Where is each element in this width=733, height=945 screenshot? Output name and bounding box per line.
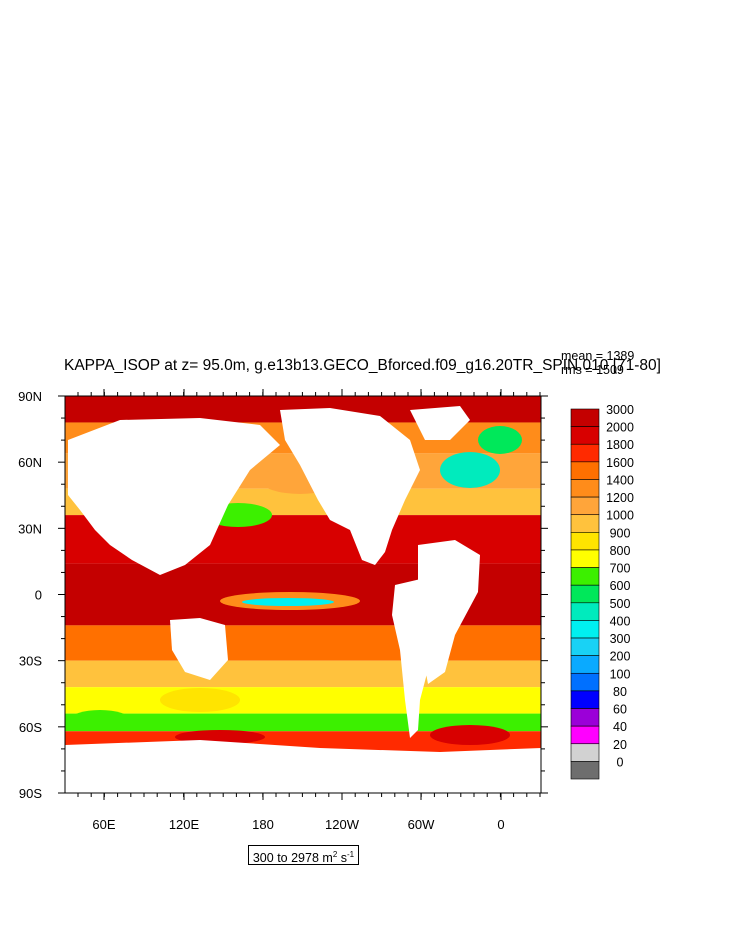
colorbar-label: 900 — [610, 526, 631, 540]
y-tick-label: 30S — [19, 654, 42, 669]
greenland-sea-low — [478, 426, 522, 454]
land-greenland — [410, 406, 470, 440]
colorbar-label: 700 — [610, 562, 631, 576]
colorbar-label: 600 — [610, 579, 631, 593]
land-australia — [170, 618, 228, 680]
colorbar-swatch — [570, 655, 600, 674]
y-tick-label: 90N — [18, 389, 42, 404]
colorbar-swatch — [570, 426, 600, 445]
colorbar-label: 80 — [613, 685, 627, 699]
colorbar-swatch — [570, 567, 600, 586]
colorbar-swatch — [570, 602, 600, 621]
colorbar-swatch — [570, 479, 600, 498]
colorbar-label: 300 — [610, 632, 631, 646]
colorbar-swatch — [570, 514, 600, 533]
y-tick-label: 30N — [18, 521, 42, 536]
land-north-america — [280, 408, 420, 565]
colorbar-swatch — [570, 532, 600, 551]
colorbar-swatch — [570, 743, 600, 762]
band-south-mid — [65, 687, 541, 714]
colorbar-swatch — [570, 443, 600, 463]
x-tick-label: 0 — [497, 817, 504, 832]
colorbar-label: 500 — [610, 597, 631, 611]
x-tick-label: 60E — [92, 817, 115, 832]
colorbar-swatch — [570, 496, 600, 516]
colorbar-label: 200 — [610, 650, 631, 664]
band-southern-ocean — [65, 713, 541, 732]
colorbar-label: 2000 — [606, 421, 634, 435]
y-tick-label: 90S — [19, 786, 42, 801]
rms-label: rms = 1509 — [561, 363, 624, 377]
colorbar-swatch — [570, 725, 600, 745]
colorbar-label: 20 — [613, 738, 627, 752]
colorbar-labels: 3000200018001600140012001000900800700600… — [606, 403, 634, 769]
y-axis-labels: 90N 60N 30N 0 30S 60S 90S — [18, 389, 42, 801]
weddell-red — [430, 725, 510, 745]
band-south-sub — [65, 660, 541, 688]
colorbar-swatch — [570, 549, 600, 568]
colorbar-label: 0 — [617, 755, 624, 769]
colorbar-label: 60 — [613, 703, 627, 717]
colorbar-swatch — [570, 584, 600, 604]
colorbar-label: 1600 — [606, 456, 634, 470]
mean-label: mean = 1389 — [561, 349, 635, 363]
south-indian-green — [70, 710, 130, 730]
y-tick-label: 60S — [19, 720, 42, 735]
colorbar-swatch — [570, 461, 600, 480]
colorbar-label: 800 — [610, 544, 631, 558]
x-tick-label: 60W — [408, 817, 435, 832]
y-tick-label: 60N — [18, 455, 42, 470]
colorbar-swatch — [570, 690, 600, 709]
colorbar-label: 1000 — [606, 509, 634, 523]
colorbar-label: 100 — [610, 667, 631, 681]
x-tick-label: 180 — [252, 817, 274, 832]
equatorial-minimum — [242, 598, 334, 606]
colorbar-swatch — [570, 708, 600, 727]
y-tick-label: 0 — [35, 588, 42, 603]
colorbar-swatch — [570, 761, 600, 780]
x-axis-labels: 60E 120E 180 120W 60W 0 — [92, 817, 504, 832]
colorbar-swatch — [570, 672, 600, 692]
units-label: 300 to 2978 m2 s-1 — [248, 845, 359, 865]
colorbar-swatch — [570, 408, 600, 427]
land-africa — [418, 540, 480, 684]
continents — [65, 406, 541, 793]
colorbar-swatch — [570, 637, 600, 656]
colorbar-label: 400 — [610, 614, 631, 628]
x-tick-label: 120E — [169, 817, 200, 832]
colorbar-swatch — [570, 620, 600, 639]
land-antarctica — [65, 740, 541, 793]
land-eurasia — [68, 418, 280, 575]
colorbar-label: 1200 — [606, 491, 634, 505]
indian-south-patch — [160, 688, 240, 712]
colorbar — [570, 408, 600, 780]
colorbar-label: 3000 — [606, 403, 634, 417]
colorbar-label: 1800 — [606, 438, 634, 452]
colorbar-label: 40 — [613, 720, 627, 734]
colorbar-label: 1400 — [606, 473, 634, 487]
band-south-tropics — [65, 625, 541, 661]
plot-title: KAPPA_ISOP at z= 95.0m, g.e13b13.GECO_Bf… — [64, 357, 661, 374]
labrador-sea-low — [440, 452, 500, 488]
axis-ticks — [58, 389, 548, 800]
x-tick-label: 120W — [325, 817, 360, 832]
